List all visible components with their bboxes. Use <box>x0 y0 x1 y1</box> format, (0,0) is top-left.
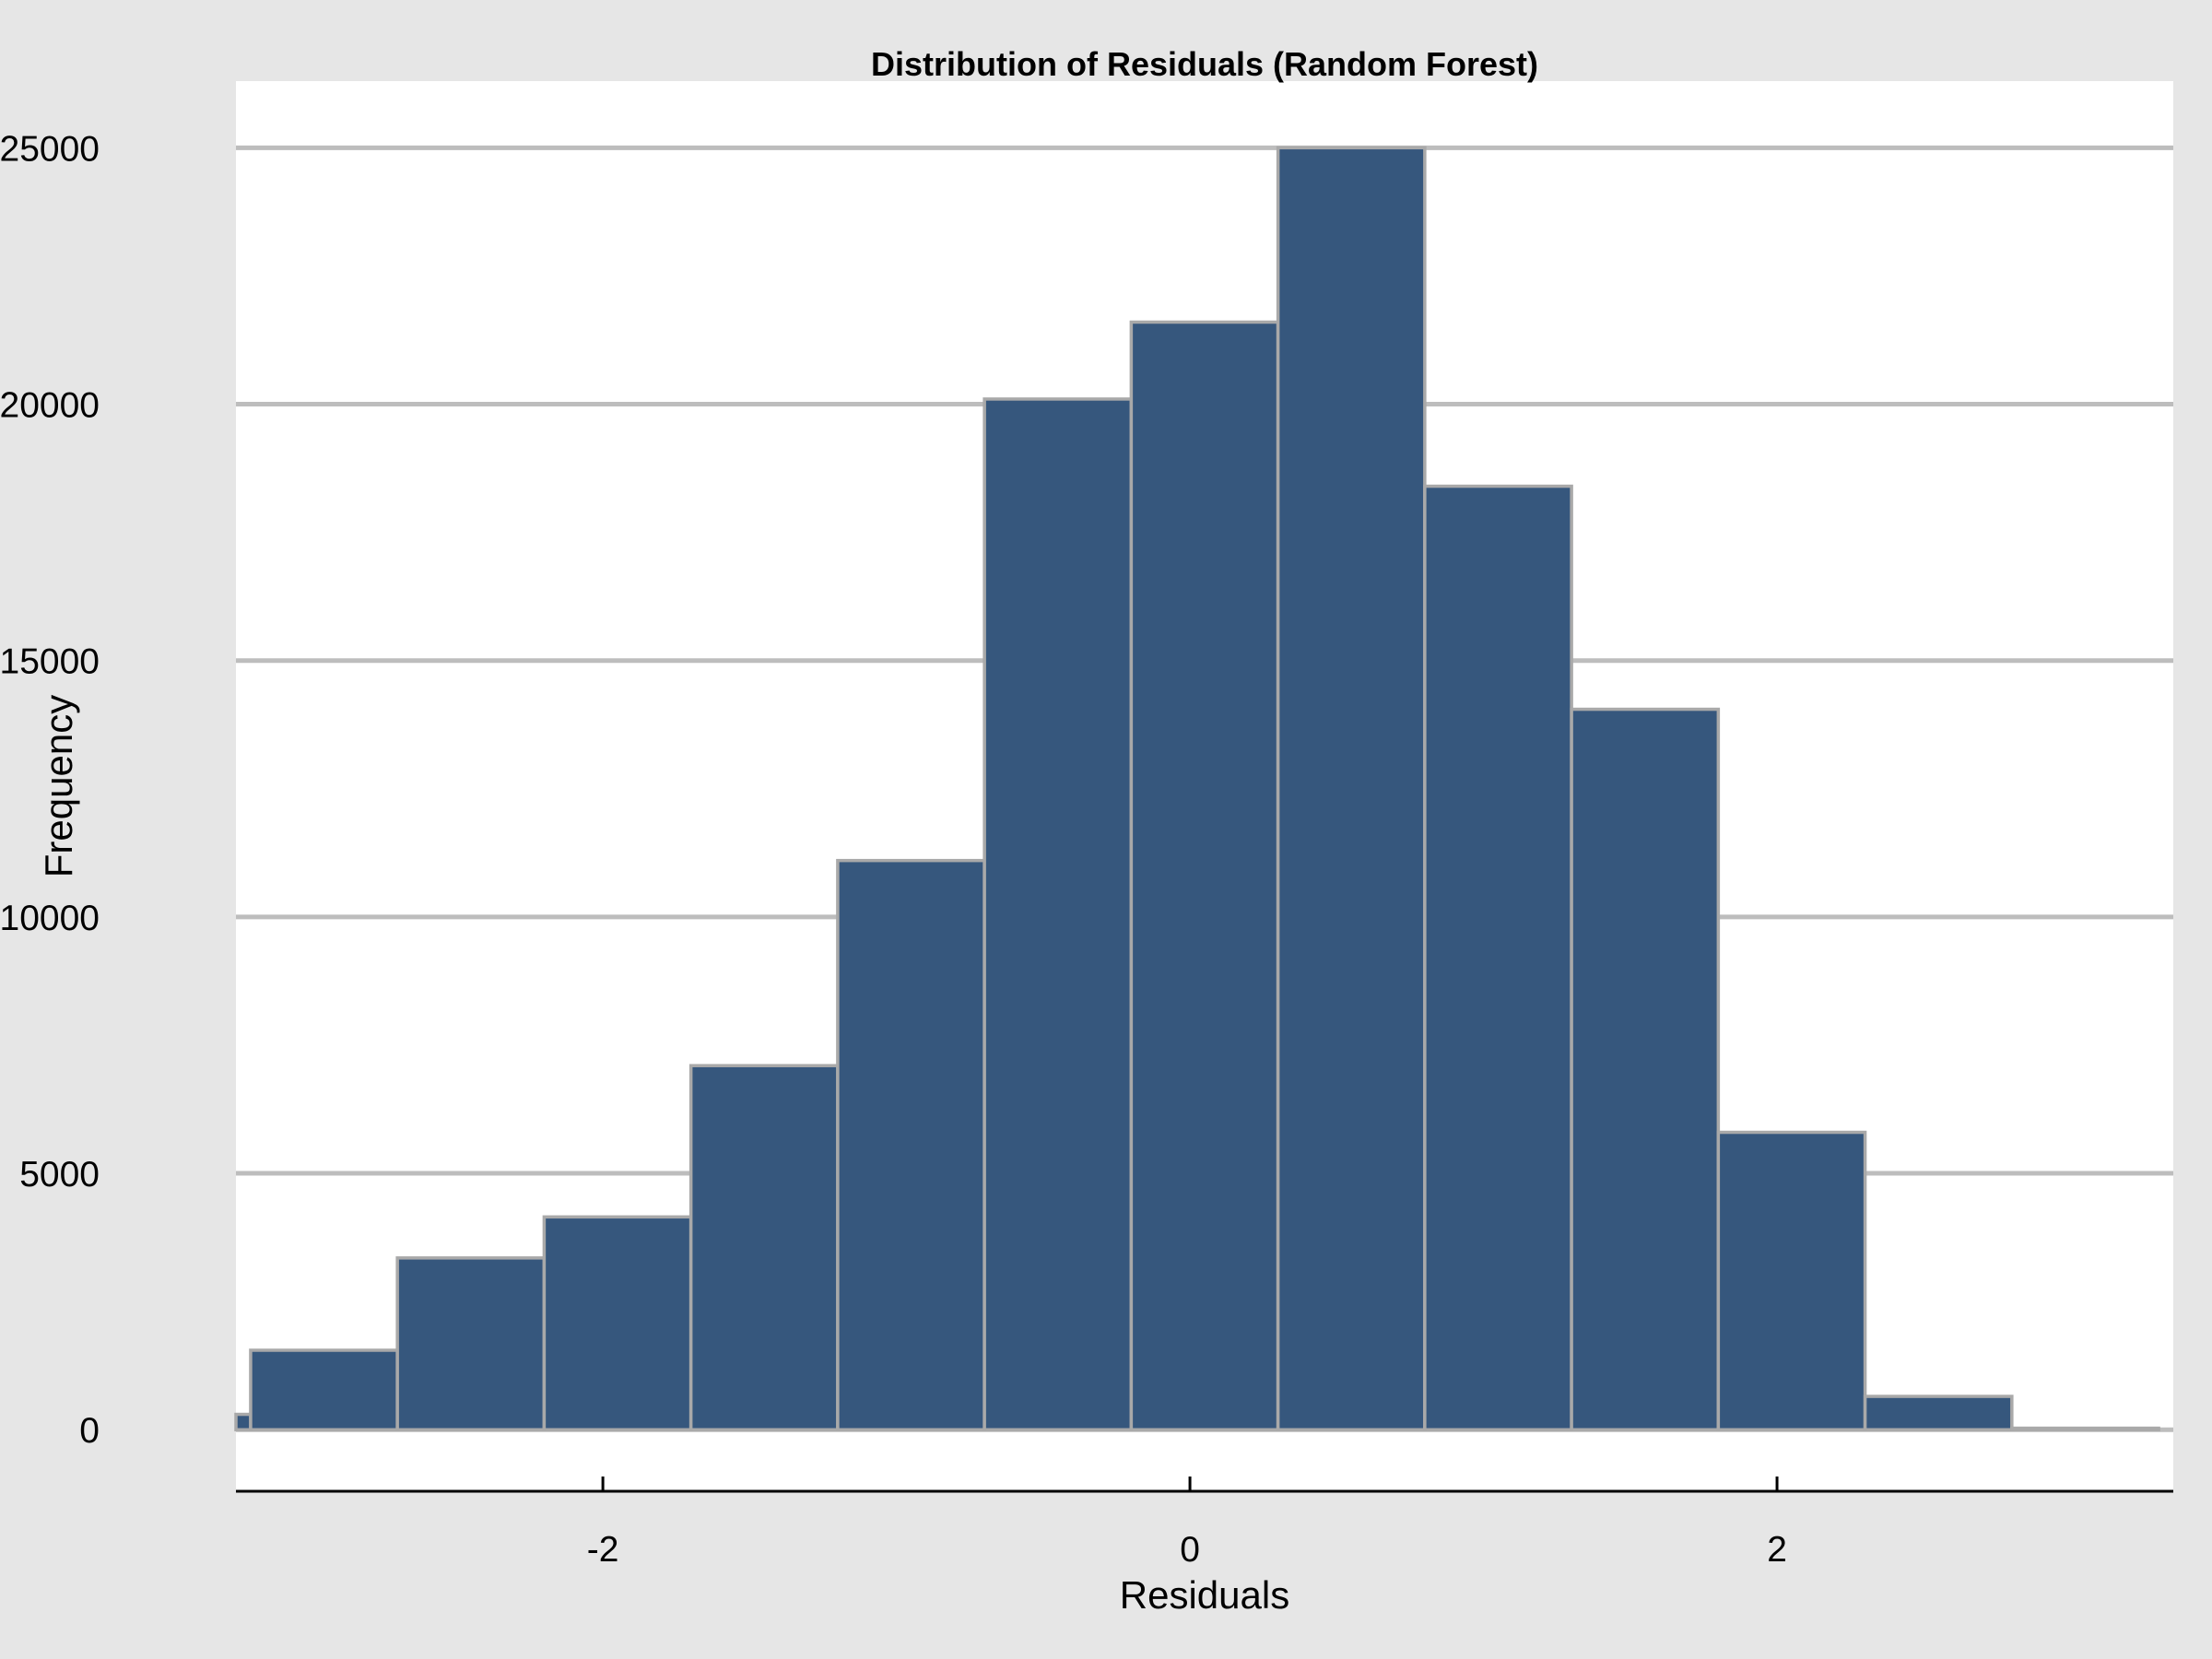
histogram-bar <box>1863 1394 2014 1431</box>
x-tick-label: 2 <box>1767 1530 1787 1570</box>
histogram-bar <box>2010 1426 2160 1431</box>
y-tick-label: 20000 <box>0 386 100 426</box>
x-axis-label: Residuals <box>1120 1573 1289 1617</box>
histogram-bar <box>1423 484 1573 1431</box>
histogram-bar <box>249 1348 399 1431</box>
histogram-bar <box>688 1064 840 1431</box>
histogram-bar <box>1129 320 1280 1431</box>
histogram-bar <box>1276 146 1427 1431</box>
histogram-bar <box>836 858 986 1431</box>
y-axis-label: Frequency <box>37 695 80 877</box>
chart-title: Distribution of Residuals (Random Forest… <box>871 45 1538 83</box>
y-tick-label: 15000 <box>0 642 100 682</box>
histogram-bar <box>1716 1130 1867 1431</box>
x-tick-label: -2 <box>587 1530 619 1570</box>
histogram-bar <box>234 1412 253 1431</box>
y-tick-label: 5000 <box>19 1155 100 1194</box>
x-axis: -2 0 2 <box>236 1477 2173 1570</box>
x-tick-label: 0 <box>1180 1530 1200 1570</box>
histogram-bar <box>982 397 1134 1431</box>
histogram-bar <box>395 1256 547 1431</box>
histogram-bar <box>542 1215 693 1431</box>
histogram-bars <box>234 146 2160 1431</box>
y-tick-label: 10000 <box>0 899 100 938</box>
y-tick-labels: 0 5000 10000 15000 20000 25000 <box>0 129 100 1451</box>
y-tick-label: 0 <box>79 1411 100 1451</box>
histogram-bar <box>1570 707 1721 1431</box>
y-tick-label: 25000 <box>0 129 100 169</box>
